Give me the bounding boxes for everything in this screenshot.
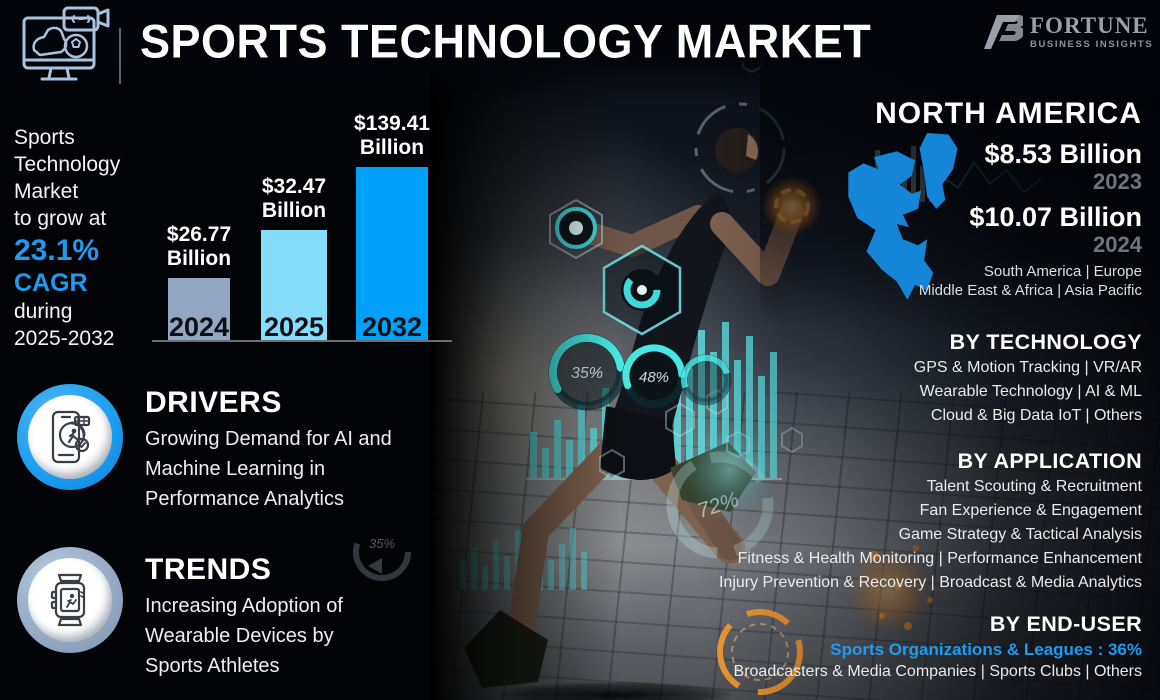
bar-group-2032: $139.41 Billion 2032	[354, 112, 430, 342]
by-technology-list: GPS & Motion Tracking | VR/AR Wearable T…	[914, 356, 1142, 428]
drivers-section: DRIVERS Growing Demand for AI and Machin…	[145, 386, 415, 514]
drivers-icon-circle	[28, 395, 112, 479]
end-user-highlight: Sports Organizations & Leagues : 36%	[830, 640, 1142, 659]
performance-phone-icon	[51, 410, 91, 464]
bar-year-label: 2032	[361, 312, 423, 342]
technology-item: Cloud & Big Data IoT | Others	[930, 407, 1142, 424]
cagr-label: CAGR	[14, 269, 88, 297]
growth-line: to grow at	[14, 207, 107, 230]
drivers-badge	[17, 384, 123, 490]
by-application-title: BY APPLICATION	[957, 449, 1142, 473]
by-end-user-title: BY END-USER	[989, 612, 1142, 636]
bar-year-label: 2025	[263, 312, 325, 342]
bar-2025: 2025	[261, 230, 327, 342]
trends-icon-circle	[28, 558, 112, 642]
sports-tech-monitor-icon	[18, 6, 112, 93]
other-regions-line: South America | Europe	[983, 263, 1142, 280]
header-divider	[119, 28, 121, 84]
application-item: Fan Experience & Engagement	[919, 502, 1142, 519]
photo-top-fade	[0, 0, 1160, 100]
stat-year: 2024	[1093, 232, 1142, 257]
region-stat-2023: $8.53 Billion 2023	[984, 139, 1142, 195]
bar-year-label: 2024	[168, 312, 230, 342]
hud-hex-gauge	[602, 244, 682, 336]
region-title: NORTH AMERICA	[875, 97, 1142, 130]
application-item: Game Strategy & Tactical Analysis	[898, 526, 1142, 543]
other-regions-line: Middle East & Africa | Asia Pacific	[918, 281, 1142, 299]
page-title: SPORTS TECHNOLOGY MARKET	[140, 14, 872, 69]
application-item: Talent Scouting & Recruitment	[926, 478, 1142, 495]
by-technology-title: BY TECHNOLOGY	[949, 330, 1142, 354]
trends-badge	[17, 547, 123, 653]
other-regions: South America | Europe Middle East & Afr…	[919, 263, 1142, 300]
region-stat-2024: $10.07 Billion 2024	[969, 202, 1142, 258]
technology-item: GPS & Motion Tracking | VR/AR	[913, 359, 1142, 376]
end-user-item: Broadcasters & Media Companies | Sports …	[733, 663, 1142, 680]
trends-text: Increasing Adoption of Wearable Devices …	[145, 595, 343, 677]
growth-line: Market	[14, 180, 79, 203]
trends-title: TRENDS	[145, 553, 272, 586]
north-america-map	[848, 133, 958, 300]
hud-gauge-48: 48%	[622, 344, 686, 408]
by-application-list: Talent Scouting & Recruitment Fan Experi…	[719, 475, 1142, 595]
smartwatch-icon	[50, 573, 86, 627]
stat-value: $8.53 Billion	[984, 139, 1142, 169]
drivers-text: Growing Demand for AI and Machine Learni…	[145, 428, 392, 510]
growth-line: 2025-2032	[14, 327, 115, 350]
growth-line: during	[14, 300, 73, 323]
bar-value-label: $32.47 Billion	[261, 175, 327, 222]
brand-name: FORTUNE	[1030, 13, 1149, 39]
stat-year: 2023	[1093, 169, 1142, 194]
growth-note: Sports Technology Market to grow at 23.1…	[14, 124, 120, 352]
drivers-title: DRIVERS	[145, 386, 282, 419]
technology-item: Wearable Technology | AI & ML	[919, 383, 1142, 400]
application-item: Injury Prevention & Recovery | Broadcast…	[718, 574, 1142, 591]
brand-logo: FORTUNE BUSINESS INSIGHTS	[983, 13, 1153, 51]
svg-text:35%: 35%	[369, 536, 395, 551]
hud-gauge-faint-35: 35%	[353, 523, 411, 581]
growth-line: Technology	[14, 153, 121, 176]
bar-group-2024: $26.77 Billion 2024	[166, 223, 232, 342]
market-size-bar-chart: $26.77 Billion 2024 $32.47 Billion 2025 …	[148, 108, 464, 342]
cagr-value: 23.1%	[14, 234, 100, 267]
application-item: Fitness & Health Monitoring | Performanc…	[737, 550, 1142, 567]
bar-2024: 2024	[168, 278, 230, 342]
brand-tagline: BUSINESS INSIGHTS	[1030, 39, 1154, 51]
chart-baseline	[152, 340, 452, 342]
fortune-monogram-icon	[984, 15, 1023, 49]
bar-value-label: $139.41 Billion	[354, 112, 430, 159]
bar-2032: 2032	[356, 167, 428, 342]
by-end-user-list: Broadcasters & Media Companies | Sports …	[734, 660, 1142, 684]
bar-group-2025: $32.47 Billion 2025	[261, 175, 327, 342]
stat-value: $10.07 Billion	[969, 202, 1142, 232]
growth-line: Sports	[14, 126, 75, 149]
trends-section: TRENDS Increasing Adoption of Wearable D…	[145, 553, 415, 681]
bar-value-label: $26.77 Billion	[166, 223, 232, 270]
photo-left-fade	[430, 0, 620, 700]
svg-text:48%: 48%	[639, 369, 669, 386]
